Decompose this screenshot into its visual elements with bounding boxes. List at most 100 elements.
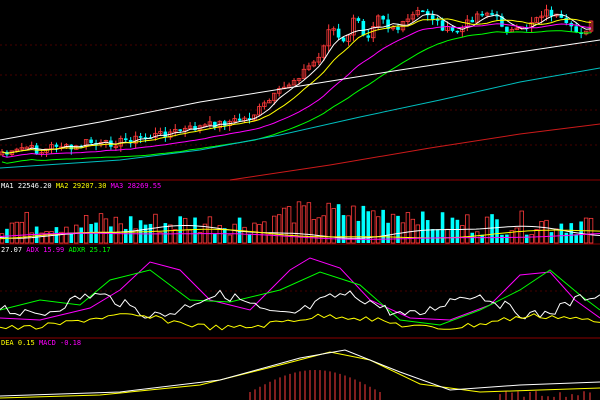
adx-key: ADX [26,246,39,254]
candle-body [500,16,504,27]
volume-bar [267,234,272,244]
dea-key: DEA [1,339,14,347]
candle-body [356,18,361,21]
candle-body [301,68,307,80]
candle-body [153,132,158,138]
volume-bar [69,232,74,243]
candle-body [420,10,425,13]
volume-bar [351,205,356,244]
volume-bar [415,224,420,244]
dmi-line [0,313,600,331]
candle-body [415,10,420,16]
candle-body [351,17,356,36]
volume-bar [79,227,83,243]
volume-bar [272,215,277,244]
candle-body [267,100,272,104]
volume-bar [549,232,554,243]
candle-body [450,26,455,31]
candle-body [549,9,554,16]
macd-legend: DEA 0.15 MACD -0.18 [1,339,81,348]
candle-body [222,121,227,126]
ma1-key: MA1 [1,182,14,190]
candle-body [54,144,59,147]
volume-bar [544,219,549,244]
candle-body [474,13,480,23]
volume-bar [83,214,89,244]
volume-bar [311,219,317,244]
candle-body [163,131,168,138]
ma3-key: MA3 [110,182,124,190]
candle-body [361,20,366,36]
candle-body [559,14,564,18]
volume-bar [445,228,450,244]
volume-bar [336,204,341,243]
volume-bar [495,219,499,243]
volume-bar [505,234,509,243]
volume-bar [128,216,133,243]
volume-bar [440,212,445,243]
volume-bar [381,209,385,243]
volume-bar [64,226,69,244]
candle-body [484,12,490,16]
candle-body [237,118,242,121]
adx-value: 15.99 [43,246,65,254]
volume-bar [178,216,182,243]
volume-bar [484,216,490,244]
volume-bar [242,226,247,244]
candle-body [24,146,29,150]
volume-bar [197,232,203,244]
volume-bar [213,233,217,243]
candle-body [257,106,262,116]
candle-body [296,78,302,81]
volume-bar [123,228,128,243]
candle-body [207,121,213,126]
macd-line [0,351,600,399]
volume-bar [375,216,381,244]
volume-bar [296,201,302,244]
volume-bar [98,213,104,244]
candle-body [14,148,20,152]
candle-body [276,88,282,94]
volume-bar [396,215,400,243]
long-ma-line [0,67,600,169]
ma1-value: 22546.20 [17,182,52,190]
long-ma-line [229,123,600,181]
volume-bar [247,234,252,243]
volume-bar [14,221,20,244]
volume-bar [346,215,351,244]
candle-body [89,139,93,144]
candle-body [386,19,390,29]
volume-bar [103,218,109,244]
dmi-line [0,289,600,320]
volume-bar [24,211,29,244]
candle-body [495,14,499,17]
candle-body [539,15,544,19]
volume-bar [163,223,168,243]
ma3-value: 28269.55 [127,182,162,190]
candle-body [396,26,400,30]
volume-bar [420,211,425,243]
volume-bar [341,215,346,243]
candle-body [321,45,326,58]
candle-body [480,13,484,16]
volume-bar [460,225,465,244]
candle-body [311,61,317,67]
volume-bar [133,228,138,244]
candle-body [29,144,34,148]
volume-bar [524,234,529,243]
volume-bar [430,229,435,243]
candle-body [128,140,133,144]
candle-body [113,145,119,148]
volume-bar [514,227,519,244]
candle-body [534,17,539,24]
candle-body [410,14,416,20]
volume-bar [386,222,390,243]
volume-bar [366,211,371,243]
candle-body [425,11,430,16]
dmi-legend: 27.07 ADX 15.99 ADXR 25.17 [1,246,111,255]
candle-body [202,124,208,127]
volume-bar [490,214,494,243]
volume-bar [44,231,49,244]
